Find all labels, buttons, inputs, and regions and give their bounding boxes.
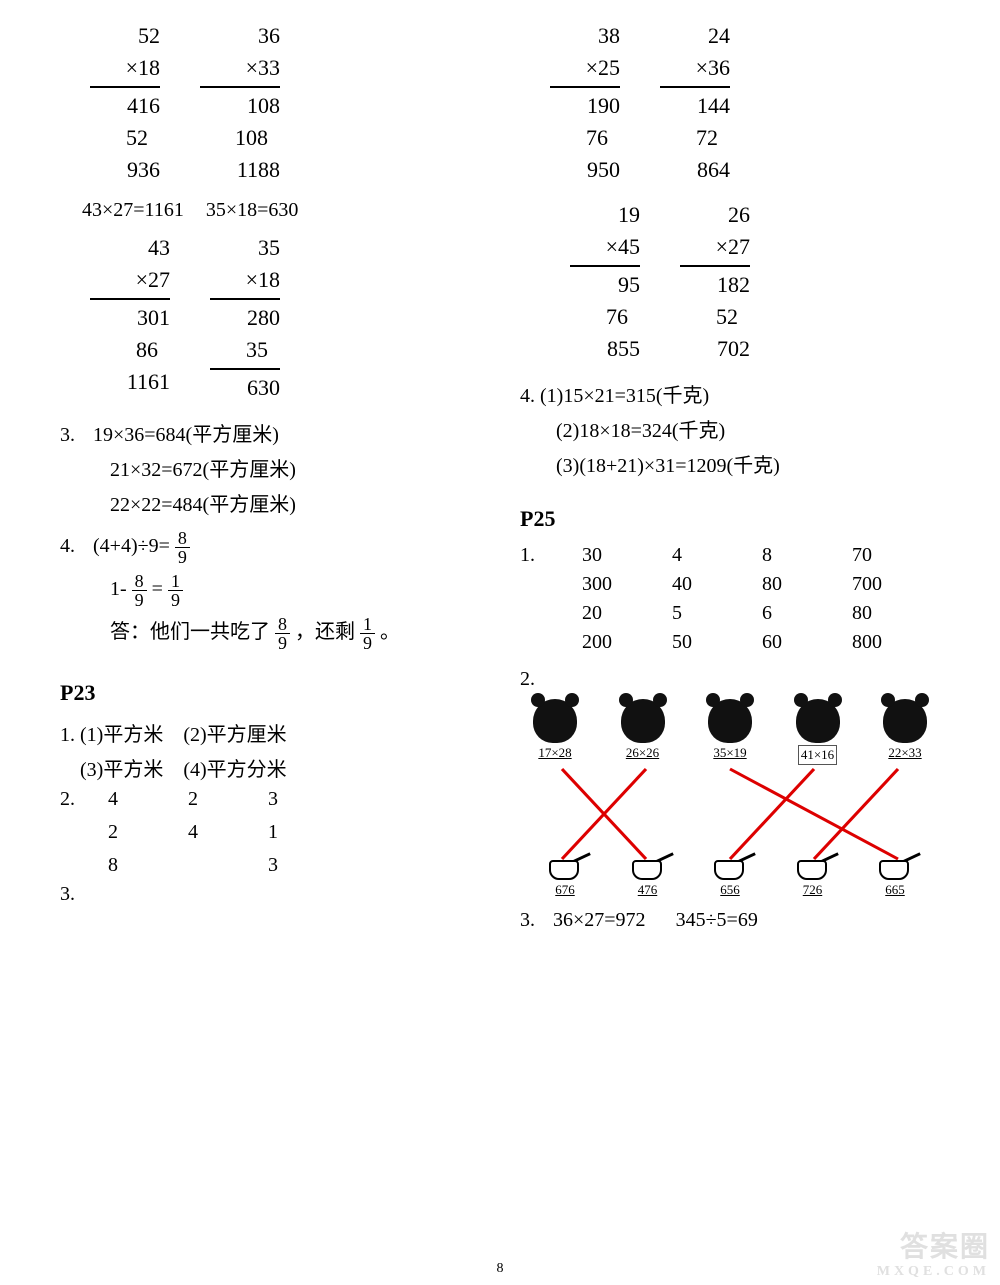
q-number: 3. xyxy=(60,883,88,906)
num: 30 xyxy=(582,544,642,567)
equation: 35×18=630 xyxy=(206,199,299,222)
q-number: 4. xyxy=(520,385,535,407)
fraction: 19 xyxy=(168,572,183,609)
fraction: 89 xyxy=(175,529,190,566)
panda-figure: 35×19 xyxy=(695,699,765,765)
matching-diagram: 17×28 26×26 35×19 41×16 22×33 676 476 65… xyxy=(520,699,940,899)
num: 6 xyxy=(762,602,822,625)
match-line xyxy=(814,769,898,859)
num: 5 xyxy=(672,602,732,625)
num: 700 xyxy=(852,573,912,596)
q-number: 2. xyxy=(60,788,88,877)
q-number: 1. xyxy=(520,544,548,654)
num: 50 xyxy=(672,631,732,654)
pan-figure: 476 xyxy=(613,852,683,899)
vmult: 43 ×27 301 86 1161 xyxy=(90,232,170,403)
num: 4 xyxy=(672,544,732,567)
fraction: 89 xyxy=(132,572,147,609)
vmult: 35 ×18 280 35 630 xyxy=(210,232,280,403)
answer: (1)15×21=315(千克) xyxy=(540,385,709,407)
q-number: 3. xyxy=(60,424,88,447)
q-number: 3. xyxy=(520,909,548,932)
vmult: 38×25 19076950 xyxy=(550,20,620,185)
q-number: 4. xyxy=(60,535,88,558)
answer: 36×27=972 xyxy=(553,909,646,931)
pan-figure: 676 xyxy=(530,852,600,899)
answer: (1)平方米 xyxy=(80,724,163,746)
num: 3 xyxy=(268,788,318,811)
answer-text: 答：他们一共吃了 xyxy=(110,621,270,643)
num: 300 xyxy=(582,573,642,596)
vmult: 26×27 18252702 xyxy=(680,199,750,364)
num xyxy=(188,854,238,877)
panda-figure: 17×28 xyxy=(520,699,590,765)
num: 200 xyxy=(582,631,642,654)
match-line xyxy=(730,769,898,859)
match-line xyxy=(730,769,814,859)
watermark: 答案圈 MXQE.COM xyxy=(877,1233,990,1279)
num: 80 xyxy=(852,602,912,625)
fraction: 19 xyxy=(360,615,375,652)
num: 4 xyxy=(188,821,238,844)
equation: 43×27=1161 xyxy=(82,199,184,222)
num: 70 xyxy=(852,544,912,567)
pan-figure: 665 xyxy=(860,852,930,899)
num: 20 xyxy=(582,602,642,625)
num: 60 xyxy=(762,631,822,654)
section-title: P23 xyxy=(60,680,480,706)
answer: (3)平方米 xyxy=(80,759,163,781)
answer: (2)平方厘米 xyxy=(183,724,286,746)
num: 1 xyxy=(268,821,318,844)
page-number: 8 xyxy=(497,1261,504,1277)
answer: 22×22=484(平方厘米) xyxy=(110,494,296,516)
num: 80 xyxy=(762,573,822,596)
expr: 1- xyxy=(110,578,127,600)
vmult: 36 ×33 108 108 1188 xyxy=(200,20,280,185)
num: 2 xyxy=(108,821,158,844)
num: 2 xyxy=(188,788,238,811)
fraction: 89 xyxy=(275,615,290,652)
pan-figure: 656 xyxy=(695,852,765,899)
answer: 21×32=672(平方厘米) xyxy=(110,459,296,481)
section-title: P25 xyxy=(520,506,940,532)
vmult: 52 ×18 416 52 936 xyxy=(90,20,160,185)
num: 800 xyxy=(852,631,912,654)
answer: (3)(18+21)×31=1209(千克) xyxy=(556,455,780,477)
answer: 345÷5=69 xyxy=(676,909,758,931)
num: 4 xyxy=(108,788,158,811)
vmult: 19×45 9576855 xyxy=(570,199,640,364)
q-number: 2. xyxy=(520,668,548,691)
panda-figure: 41×16 xyxy=(783,699,853,765)
num: 8 xyxy=(108,854,158,877)
panda-figure: 22×33 xyxy=(870,699,940,765)
num: 8 xyxy=(762,544,822,567)
expr: (4+4)÷9= xyxy=(93,535,170,557)
pan-figure: 726 xyxy=(778,852,848,899)
answer: (2)18×18=324(千克) xyxy=(556,420,725,442)
num: 3 xyxy=(268,854,318,877)
panda-figure: 26×26 xyxy=(608,699,678,765)
num: 40 xyxy=(672,573,732,596)
answer: 19×36=684(平方厘米) xyxy=(93,424,279,446)
answer: (4)平方分米 xyxy=(183,759,286,781)
vmult: 24×36 14472864 xyxy=(660,20,730,185)
q-number: 1. xyxy=(60,724,75,746)
